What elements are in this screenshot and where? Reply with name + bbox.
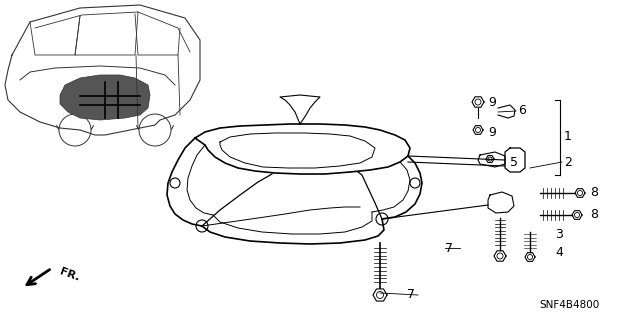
Text: 1: 1 <box>564 130 572 144</box>
Text: 7: 7 <box>407 288 415 301</box>
Text: 9: 9 <box>488 125 496 138</box>
Text: SNF4B4800: SNF4B4800 <box>540 300 600 310</box>
Text: 8: 8 <box>590 187 598 199</box>
Text: 8: 8 <box>590 209 598 221</box>
Text: 5: 5 <box>510 155 518 168</box>
Text: 7: 7 <box>445 241 453 255</box>
Polygon shape <box>60 75 150 120</box>
Text: 2: 2 <box>564 155 572 168</box>
Text: 9: 9 <box>488 95 496 108</box>
Circle shape <box>139 114 171 146</box>
Text: 3: 3 <box>555 228 563 241</box>
Text: 6: 6 <box>518 103 526 116</box>
Circle shape <box>59 114 91 146</box>
Text: 4: 4 <box>555 246 563 258</box>
Text: FR.: FR. <box>58 267 81 283</box>
